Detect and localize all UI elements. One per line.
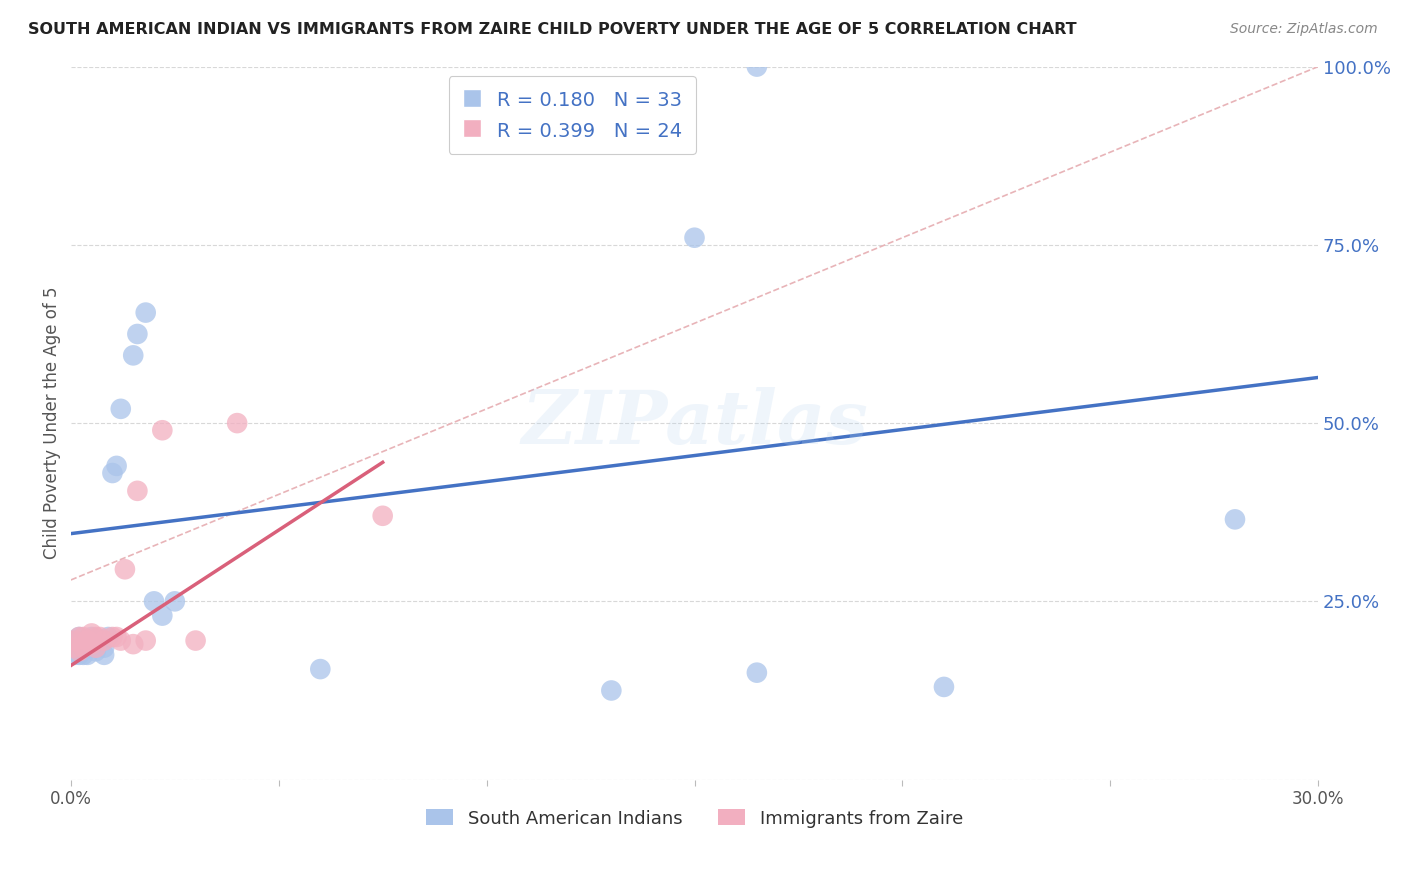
Point [122,348,145,362]
Point [80,640,103,655]
Point [67,630,90,644]
Text: ZIPatlas: ZIPatlas [522,387,868,459]
Point [163,594,186,608]
Point [932,680,955,694]
Point [1223,512,1246,526]
Point [150,423,173,437]
Point [600,683,623,698]
Point [84,640,107,655]
Point [89,630,111,644]
Point [67,630,90,644]
Point [76,633,98,648]
Point [105,630,128,644]
Point [122,637,145,651]
Point [63,648,86,662]
Point [80,637,103,651]
Point [143,594,166,608]
Point [84,630,107,644]
Point [63,640,86,655]
Point [72,640,94,655]
Point [127,483,149,498]
Point [105,458,128,473]
Point [745,665,768,680]
Point [89,633,111,648]
Point [101,630,124,644]
Text: SOUTH AMERICAN INDIAN VS IMMIGRANTS FROM ZAIRE CHILD POVERTY UNDER THE AGE OF 5 : SOUTH AMERICAN INDIAN VS IMMIGRANTS FROM… [28,22,1077,37]
Point [110,633,132,648]
Point [309,662,332,676]
Point [84,644,107,658]
Point [72,630,94,644]
Point [683,231,706,245]
Point [150,608,173,623]
Point [93,633,115,648]
Point [101,466,124,480]
Point [76,648,98,662]
Point [72,640,94,655]
Point [110,401,132,416]
Point [93,648,115,662]
Point [76,640,98,655]
Point [80,626,103,640]
Point [745,60,768,74]
Point [135,633,157,648]
Point [127,326,149,341]
Point [67,648,90,662]
Point [84,633,107,648]
Point [80,630,103,644]
Point [72,648,94,662]
Point [63,633,86,648]
Legend: South American Indians, Immigrants from Zaire: South American Indians, Immigrants from … [419,802,970,835]
Y-axis label: Child Poverty Under the Age of 5: Child Poverty Under the Age of 5 [44,287,60,559]
Point [93,640,115,655]
Point [97,630,120,644]
Point [63,633,86,648]
Point [63,640,86,655]
Text: Source: ZipAtlas.com: Source: ZipAtlas.com [1230,22,1378,37]
Point [371,508,394,523]
Point [226,416,249,430]
Point [135,305,157,319]
Point [114,562,136,576]
Point [184,633,207,648]
Point [67,644,90,658]
